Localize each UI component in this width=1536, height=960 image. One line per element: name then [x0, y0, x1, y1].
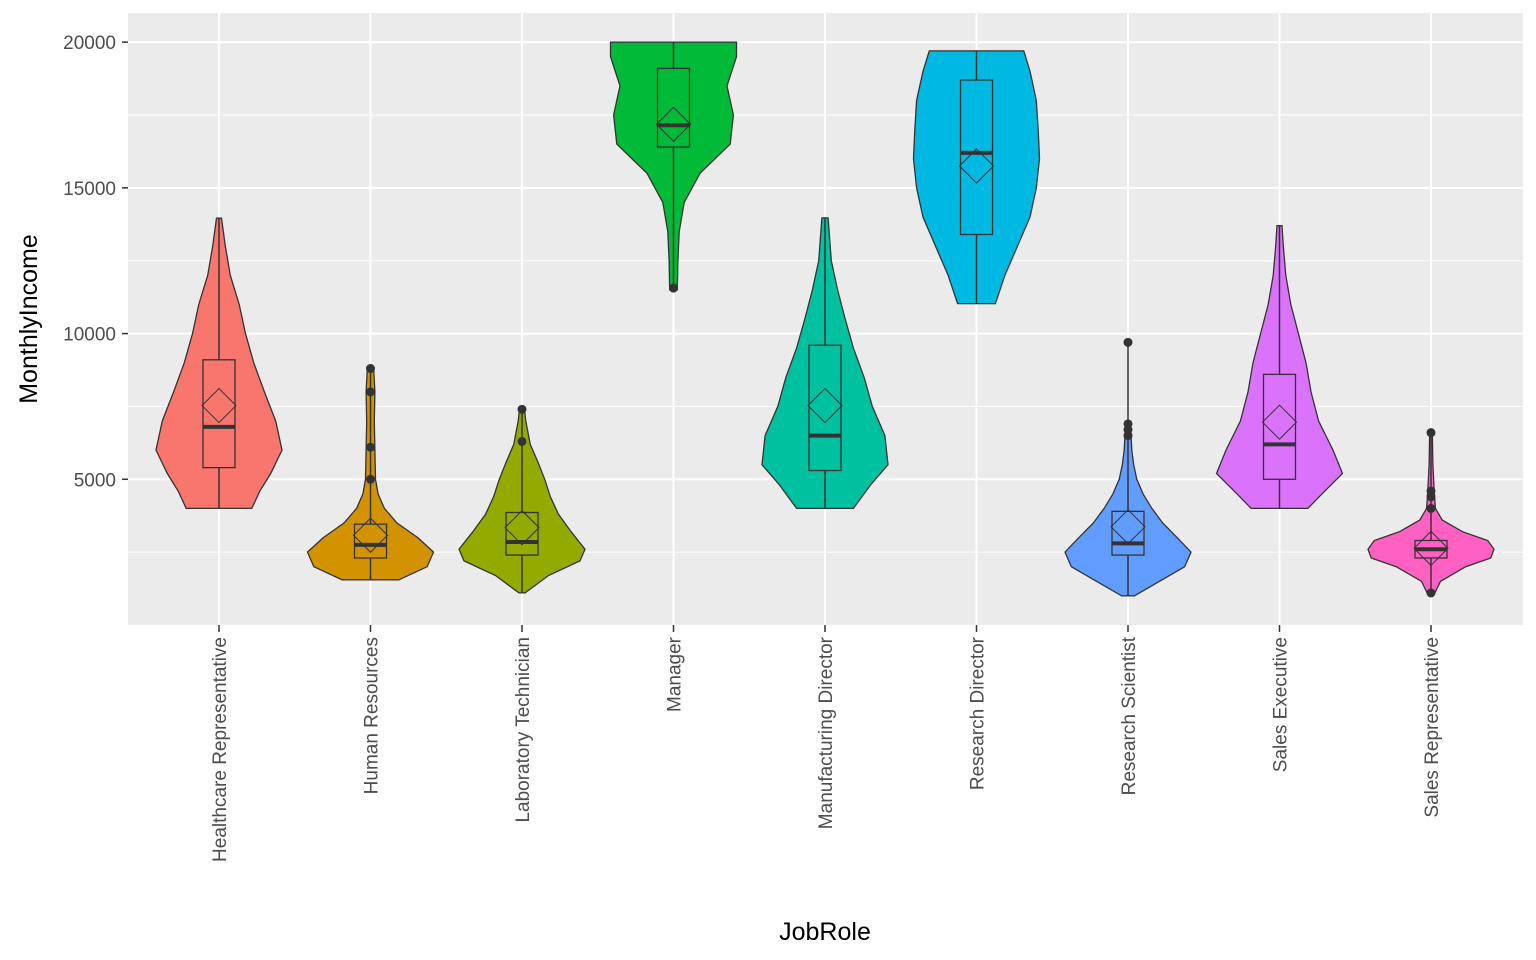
violin-group [458, 404, 586, 594]
x-tick-label: Research Scientist [1119, 636, 1140, 795]
mean-marker [807, 387, 843, 424]
violin-group [1064, 337, 1192, 597]
outlier-point [1426, 503, 1436, 513]
mean-marker [1261, 404, 1298, 440]
mean-marker [655, 106, 692, 143]
violin-group [1367, 428, 1495, 598]
x-tick-label: Human Resources [362, 637, 383, 794]
x-tick-label: Manufacturing Director [816, 636, 837, 829]
y-tick-label: 15000 [63, 179, 116, 200]
y-axis: 5000 10000 15000 20000 [63, 33, 128, 491]
outlier-point [669, 283, 678, 293]
mean-marker [1110, 509, 1146, 545]
outlier-point [1123, 419, 1133, 429]
violin-group [609, 41, 738, 293]
x-tick-label: Laboratory Technician [513, 637, 534, 823]
mean-marker [958, 148, 995, 184]
violin-group [1215, 225, 1344, 510]
y-tick-label: 20000 [63, 33, 116, 54]
y-tick-label: 5000 [74, 470, 116, 491]
x-tick-label: Sales Executive [1271, 637, 1292, 772]
mean-marker [352, 517, 389, 553]
outlier-point [366, 442, 375, 452]
violin-group [761, 217, 889, 510]
outlier-point [1426, 588, 1436, 598]
y-axis-title: MonthlyIncome [15, 234, 43, 404]
x-axis: Healthcare Representative Human Resources… [210, 625, 1443, 862]
box [808, 344, 842, 472]
x-tick-label: Manager [665, 636, 686, 712]
x-tick-label: Healthcare Representative [210, 637, 231, 862]
violin-group [912, 50, 1041, 305]
outlier-point [1426, 428, 1436, 438]
outlier-point [366, 387, 375, 397]
outlier-point [1123, 337, 1133, 347]
violins [155, 41, 1495, 598]
mean-marker [201, 387, 237, 424]
violin-group [155, 217, 283, 510]
outlier-point [517, 436, 527, 446]
x-axis-title: JobRole [779, 918, 871, 946]
outlier-point [366, 474, 375, 484]
y-tick-label: 10000 [63, 325, 116, 346]
x-tick-label: Sales Representative [1422, 637, 1443, 818]
outlier-point [517, 404, 527, 414]
outlier-point [1426, 486, 1436, 496]
mean-marker [504, 509, 540, 546]
box [959, 79, 994, 236]
mean-marker [1413, 530, 1449, 567]
x-tick-label: Research Director [968, 636, 989, 790]
box [1262, 373, 1297, 480]
violin-group [306, 364, 435, 581]
box [202, 359, 236, 469]
outlier-point [366, 364, 375, 374]
